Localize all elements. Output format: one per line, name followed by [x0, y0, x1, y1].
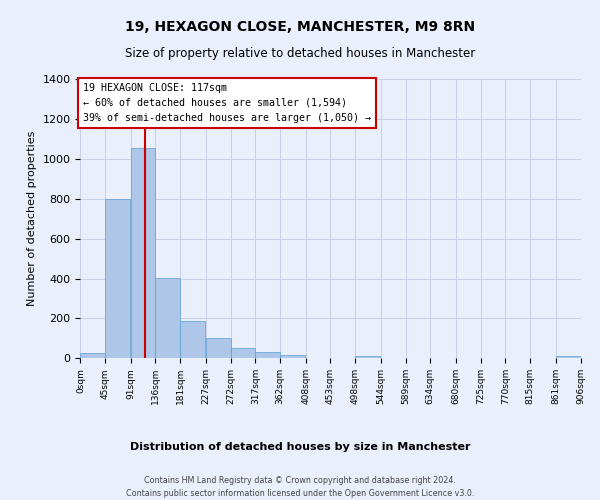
Bar: [280, 355, 305, 358]
Bar: [155, 278, 181, 358]
Text: 19, HEXAGON CLOSE, MANCHESTER, M9 8RN: 19, HEXAGON CLOSE, MANCHESTER, M9 8RN: [125, 20, 475, 34]
Y-axis label: Number of detached properties: Number of detached properties: [27, 131, 37, 306]
Bar: [105, 198, 130, 358]
Text: Distribution of detached houses by size in Manchester: Distribution of detached houses by size …: [130, 442, 470, 452]
Text: Size of property relative to detached houses in Manchester: Size of property relative to detached ho…: [125, 48, 475, 60]
Bar: [131, 148, 155, 358]
Text: Contains HM Land Registry data © Crown copyright and database right 2024.
Contai: Contains HM Land Registry data © Crown c…: [126, 476, 474, 498]
Bar: [181, 322, 205, 358]
Bar: [80, 354, 105, 358]
Bar: [355, 356, 380, 358]
Text: 19 HEXAGON CLOSE: 117sqm
← 60% of detached houses are smaller (1,594)
39% of sem: 19 HEXAGON CLOSE: 117sqm ← 60% of detach…: [83, 83, 371, 123]
Bar: [206, 338, 230, 358]
Bar: [256, 352, 280, 358]
Bar: [230, 348, 256, 358]
Bar: [556, 356, 581, 358]
